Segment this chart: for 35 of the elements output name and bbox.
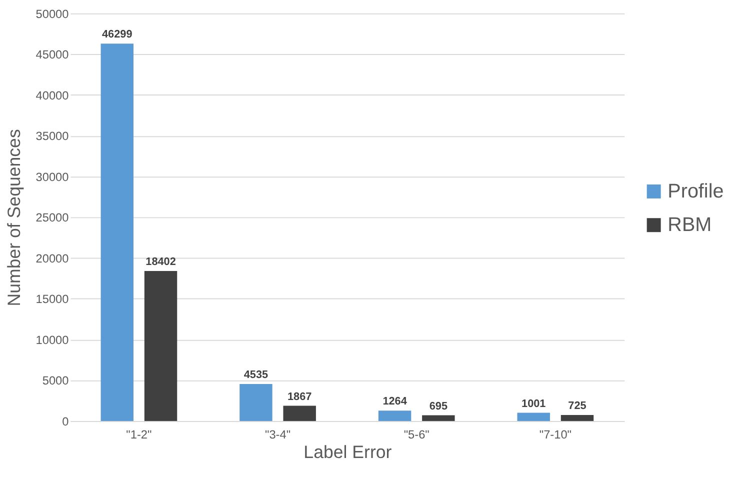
bar	[283, 406, 316, 421]
bar	[560, 415, 594, 421]
y-tick-label: 35000	[36, 129, 70, 144]
y-tick-label: 30000	[36, 170, 70, 184]
legend-label: RBM	[668, 214, 712, 236]
data-label: 1001	[522, 398, 546, 410]
y-tick-label: 10000	[36, 332, 70, 347]
data-label: 18402	[146, 256, 176, 268]
y-tick-label: 15000	[36, 292, 70, 306]
bar	[240, 384, 272, 421]
y-tick-label: 40000	[36, 88, 70, 102]
bar	[517, 412, 550, 421]
y-tick-label: 0	[62, 414, 70, 428]
y-tick-label: 20000	[36, 251, 70, 266]
bar	[100, 44, 134, 421]
data-label: 4535	[244, 369, 268, 382]
x-tick-label: "1-2"	[126, 427, 152, 442]
data-label: 1867	[287, 390, 312, 403]
bar	[144, 270, 178, 421]
y-axis-title: Number of Sequences	[4, 129, 24, 306]
legend-label: Profile	[668, 180, 724, 202]
x-tick-label: "5-6"	[404, 427, 430, 442]
data-label: 46299	[102, 28, 132, 41]
x-tick-label: "3-4"	[264, 427, 291, 442]
data-label: 725	[568, 400, 586, 412]
y-tick-label: 25000	[36, 210, 70, 225]
x-axis-title: Label Error	[304, 442, 392, 462]
y-tick-label: 45000	[36, 48, 70, 62]
data-label: 695	[429, 400, 448, 412]
data-label: 1264	[382, 396, 407, 408]
y-tick-label: 50000	[36, 6, 70, 21]
y-tick-label: 5000	[42, 374, 70, 388]
bar	[378, 410, 412, 421]
bar	[422, 415, 455, 421]
x-tick-label: "7-10"	[539, 427, 572, 442]
